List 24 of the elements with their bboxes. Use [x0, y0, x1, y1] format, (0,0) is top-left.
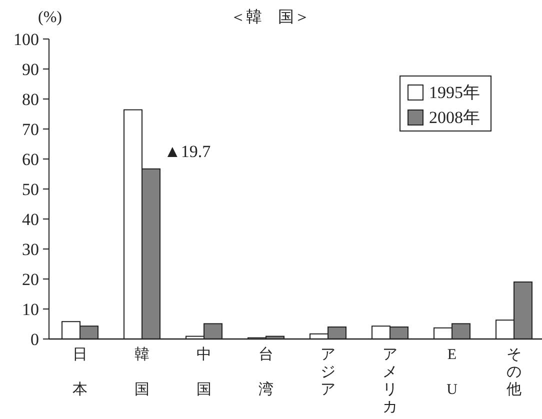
- y-tick-label: 80: [22, 90, 39, 109]
- x-tick-label: アジア: [320, 347, 336, 398]
- chart-title: ＜韓 国＞: [230, 8, 310, 26]
- category-label: 中国: [196, 347, 212, 398]
- y-tick-label: 10: [22, 300, 39, 319]
- category-label: 韓国: [134, 347, 150, 398]
- legend-label: 1995年: [429, 83, 480, 102]
- y-tick-label: 90: [22, 60, 39, 79]
- category-label: EU: [446, 347, 458, 398]
- y-tick-label: 70: [22, 120, 39, 139]
- legend-label: 2008年: [429, 108, 480, 127]
- y-tick-label: 0: [30, 330, 39, 349]
- y-tick-label: 20: [22, 270, 39, 289]
- y-tick-label: 100: [14, 30, 39, 49]
- y-tick-label: 40: [22, 210, 39, 229]
- annotation: ▲19.7: [164, 142, 212, 161]
- category-label: 台湾: [258, 347, 274, 398]
- category-label: 日本: [72, 347, 88, 398]
- x-tick-label: その他: [506, 347, 522, 398]
- y-tick-label: 60: [22, 150, 39, 169]
- x-tick-label: アメリカ: [382, 347, 398, 416]
- y-tick-label: 50: [22, 180, 39, 199]
- y-tick-label: 30: [22, 240, 39, 259]
- y-axis-title: (%): [38, 9, 62, 26]
